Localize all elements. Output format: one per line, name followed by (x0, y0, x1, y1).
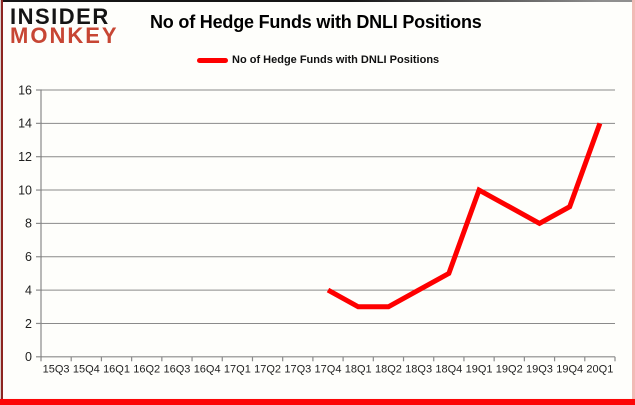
x-tick-label: 17Q1 (224, 363, 251, 375)
logo-monkey-text: MONKEY (10, 22, 119, 48)
y-tick-label: 14 (18, 117, 32, 131)
x-tick-label: 16Q1 (103, 363, 130, 375)
x-tick-label: 16Q4 (194, 363, 221, 375)
x-tick-label: 18Q4 (435, 363, 462, 375)
x-tick-label: 17Q3 (284, 363, 311, 375)
y-tick-label: 4 (25, 283, 32, 297)
insider-monkey-logo: INSIDER MONKEY (10, 4, 119, 48)
x-tick-label: 19Q3 (526, 363, 553, 375)
frame-left-edge (0, 0, 3, 405)
x-tick-label: 16Q3 (163, 363, 190, 375)
x-tick-label: 19Q2 (496, 363, 523, 375)
y-tick-label: 6 (25, 250, 32, 264)
frame-top-edge (0, 0, 635, 2)
legend-label: No of Hedge Funds with DNLI Positions (232, 54, 440, 66)
x-tick-label: 15Q4 (73, 363, 100, 375)
x-tick-label: 15Q3 (43, 363, 70, 375)
frame-bottom-edge (0, 399, 635, 405)
x-tick-label: 18Q3 (405, 363, 432, 375)
y-tick-label: 2 (25, 317, 32, 331)
x-tick-label: 19Q4 (556, 363, 583, 375)
frame-right-edge (632, 0, 635, 405)
x-tick-label: 17Q4 (315, 363, 342, 375)
series-line (326, 122, 603, 310)
y-tick-label: 16 (18, 83, 32, 97)
x-tick-label: 18Q1 (345, 363, 372, 375)
y-tick-label: 0 (25, 350, 32, 364)
x-tick-label: 19Q1 (466, 363, 493, 375)
x-tick-label: 18Q2 (375, 363, 402, 375)
logo-insider-text: INSIDER (10, 4, 110, 29)
y-tick-label: 8 (25, 217, 32, 231)
y-tick-label: 10 (18, 183, 32, 197)
chart-title: No of Hedge Funds with DNLI Positions (150, 12, 482, 32)
legend-line-swatch (197, 57, 228, 63)
legend: No of Hedge Funds with DNLI Positions (197, 54, 439, 66)
x-tick-label: 16Q2 (133, 363, 160, 375)
y-tick-label: 12 (18, 150, 32, 164)
x-tick-label: 20Q1 (586, 363, 613, 375)
x-tick-label: 17Q2 (254, 363, 281, 375)
